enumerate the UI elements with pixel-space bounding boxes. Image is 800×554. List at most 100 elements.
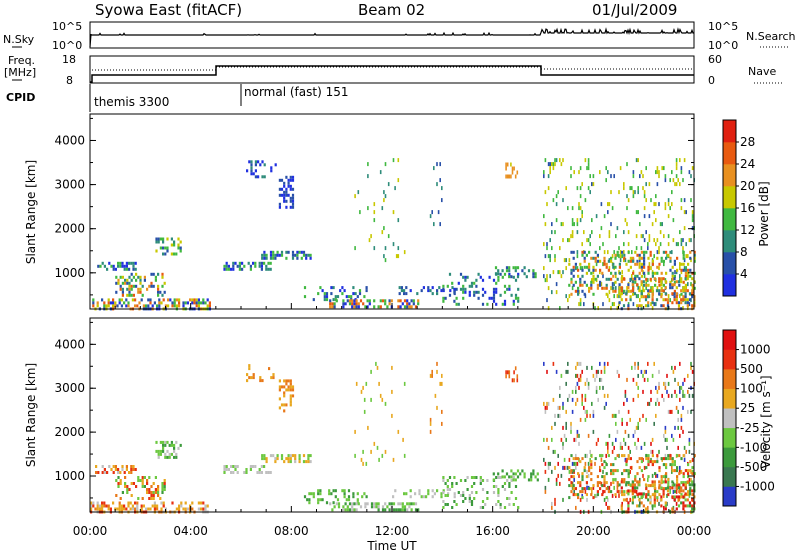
power-cell xyxy=(570,234,572,239)
velocity-cell xyxy=(294,460,297,464)
power-cell xyxy=(576,230,579,235)
velocity-cell xyxy=(317,498,320,502)
power-cell xyxy=(260,267,263,271)
velocity-cell xyxy=(392,502,396,506)
freq-label-2: [MHz] xyxy=(4,66,36,79)
velocity-cell xyxy=(481,488,485,491)
velocity-cell xyxy=(605,453,607,458)
power-cell xyxy=(643,253,646,257)
power-cell xyxy=(514,174,517,179)
velocity-cell xyxy=(581,493,583,498)
power-cell xyxy=(664,278,667,283)
power-cell xyxy=(649,250,652,254)
velocity-cell xyxy=(682,475,685,479)
velocity-cell xyxy=(603,481,606,485)
power-cell xyxy=(162,240,165,244)
power-cell xyxy=(687,268,690,272)
power-cell xyxy=(612,289,615,293)
power-cell xyxy=(656,265,659,269)
velocity-cell xyxy=(486,491,489,494)
power-cell xyxy=(508,269,511,273)
velocity-cell xyxy=(651,473,654,478)
power-cell xyxy=(117,278,120,282)
velocity-cell xyxy=(395,508,398,512)
velocity-cell xyxy=(581,457,584,461)
power-cell xyxy=(568,262,571,266)
power-cell xyxy=(650,266,652,271)
power-cell xyxy=(510,162,512,167)
power-cell xyxy=(671,271,674,275)
power-cell xyxy=(583,259,586,263)
power-cell xyxy=(608,234,611,239)
velocity-cell xyxy=(345,498,348,502)
power-cell xyxy=(365,289,368,293)
power-cell xyxy=(691,295,694,299)
velocity-cell xyxy=(206,504,209,508)
power-cell xyxy=(272,256,275,260)
power-cell xyxy=(274,253,277,257)
power-cell xyxy=(639,174,641,179)
velocity-cell xyxy=(671,463,674,467)
velocity-cell xyxy=(643,369,646,374)
power-cell xyxy=(660,256,663,260)
power-cell xyxy=(405,292,408,296)
velocity-cell xyxy=(562,401,564,406)
velocity-cell xyxy=(141,482,144,485)
power-cell xyxy=(600,282,603,287)
velocity-cell xyxy=(632,433,635,438)
velocity-cell xyxy=(678,490,681,494)
velocity-cell xyxy=(682,393,684,398)
velocity-cell xyxy=(616,369,619,374)
power-cell xyxy=(562,158,564,163)
velocity-cell xyxy=(159,449,162,453)
velocity-cell xyxy=(280,403,284,407)
power-cell xyxy=(645,286,647,291)
power-cell xyxy=(592,270,595,275)
power-cell xyxy=(464,287,467,291)
power-cell xyxy=(645,230,647,235)
power-cell xyxy=(490,296,493,300)
power-cell xyxy=(673,295,676,299)
velocity-cell xyxy=(607,361,609,366)
power-cell xyxy=(643,271,646,275)
power-cell xyxy=(285,199,288,203)
velocity-cell xyxy=(594,377,596,382)
power-cell xyxy=(683,158,686,163)
velocity-cell xyxy=(453,492,456,496)
velocity-cell xyxy=(117,476,120,479)
velocity-cell xyxy=(570,484,573,488)
power-cell xyxy=(685,254,687,259)
velocity-cell xyxy=(563,465,566,470)
velocity-cell xyxy=(662,463,665,467)
power-cell xyxy=(578,202,580,207)
velocity-cell xyxy=(624,393,627,398)
velocity-cell xyxy=(152,491,155,494)
power-cell xyxy=(341,286,344,290)
power-cell xyxy=(312,298,315,302)
power-cell xyxy=(608,202,611,207)
power-cell xyxy=(110,264,113,268)
velocity-cell xyxy=(394,489,397,493)
velocity-cell xyxy=(576,381,579,386)
power-cell xyxy=(436,289,439,293)
power-cell xyxy=(619,294,622,299)
power-cell xyxy=(559,158,561,163)
velocity-cell xyxy=(651,460,654,464)
velocity-cell xyxy=(557,473,559,478)
power-cell xyxy=(142,304,145,308)
power-cell xyxy=(544,190,547,195)
power-cell xyxy=(173,240,176,244)
velocity-cell xyxy=(549,461,551,466)
velocity-cell xyxy=(600,377,603,382)
velocity-cell xyxy=(627,492,630,496)
power-cell xyxy=(620,286,623,290)
power-cell xyxy=(632,277,635,281)
power-cell xyxy=(269,267,272,271)
power-cell xyxy=(640,265,643,269)
power-cell xyxy=(618,301,621,305)
power-cell xyxy=(254,169,257,173)
velocity-cell xyxy=(148,476,151,479)
velocity-cell xyxy=(164,440,167,444)
power-cell xyxy=(146,287,149,291)
power-cell xyxy=(555,282,558,287)
